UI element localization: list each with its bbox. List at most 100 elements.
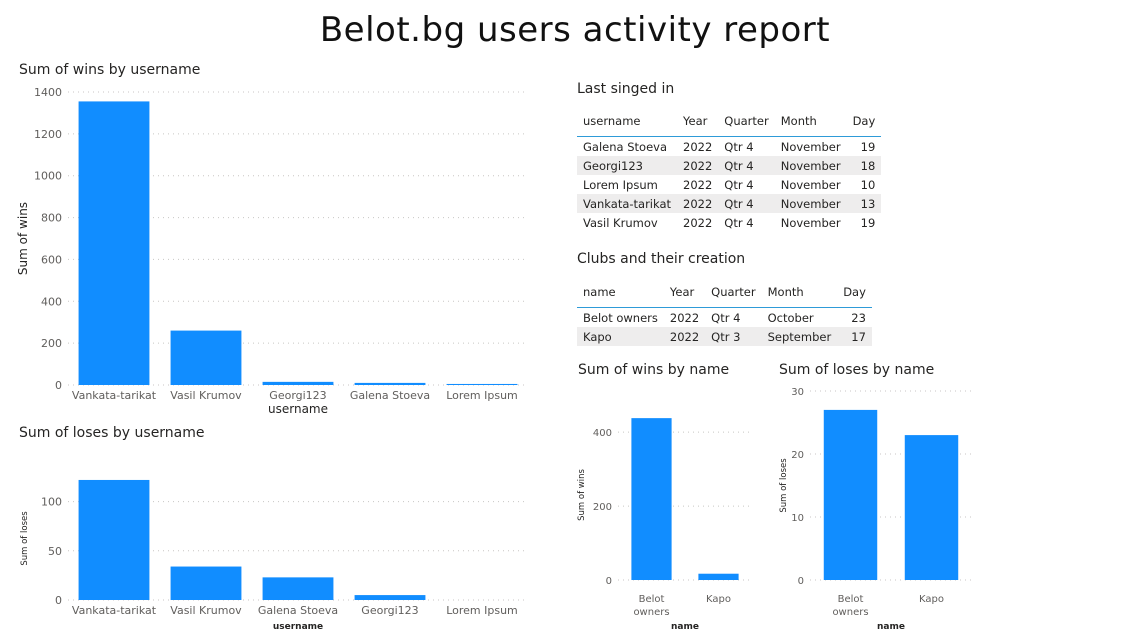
table-cell: Qtr 4 [724, 215, 754, 230]
table-cell: October [767, 310, 814, 325]
table-cell: 2022 [683, 177, 713, 192]
x-axis-title: name [671, 622, 699, 632]
table-row[interactable]: Belot owners 2022 Qtr 4 October 23 [577, 308, 872, 328]
bar-kapo[interactable] [698, 573, 739, 580]
table-cell: November [780, 139, 841, 154]
table-cell: Belot owners [583, 310, 658, 325]
table-cell: Galena Stoeva [583, 139, 667, 154]
bar-vankata-tarikat[interactable] [78, 479, 150, 600]
x-category-label: Galena Stoeva [258, 604, 338, 617]
table-row[interactable]: Galena Stoeva 2022 Qtr 4 November 19 [577, 137, 881, 157]
bar-vasil-krumov[interactable] [170, 330, 242, 385]
y-tick-label: 30 [791, 387, 804, 398]
y-axis-title: Sum of loses [779, 458, 789, 513]
y-tick-label: 0 [55, 379, 62, 392]
column-header-year[interactable]: Year [677, 110, 719, 137]
table-cell: September [761, 327, 838, 346]
table-cell: 2022 [669, 310, 700, 325]
table-cell: Qtr 4 [711, 310, 741, 325]
x-category-label: Georgi123 [269, 389, 326, 402]
table-cell: Qtr 4 [718, 156, 775, 175]
table-cell: Qtr 4 [718, 194, 775, 213]
y-tick-label: 1000 [34, 170, 62, 183]
table-cell: 19 [860, 215, 876, 230]
bar-belot-owners[interactable] [631, 418, 672, 580]
y-tick-label: 400 [41, 295, 62, 308]
loses-by-name-chart[interactable]: 0 10 20 30 Belot owners Kapo name Sum of loses [770, 380, 980, 635]
x-category-label: Vasil Krumov [170, 389, 242, 402]
x-category-label: Kapo [706, 594, 731, 605]
bar-georgi123[interactable] [262, 381, 334, 385]
table-cell: Lorem Ipsum [583, 177, 658, 192]
bar-georgi123[interactable] [354, 595, 426, 600]
y-axis-title: Sum of loses [20, 511, 30, 566]
last-signed-table[interactable]: username Year Quarter Month Day Galena Stoev… [577, 110, 882, 232]
bar-galena-stoeva[interactable] [354, 382, 426, 385]
table-cell: Qtr 3 [705, 327, 762, 346]
y-tick-label: 200 [41, 337, 62, 350]
table-cell: 13 [846, 194, 882, 213]
table-cell: 2022 [683, 215, 713, 230]
bar-galena-stoeva[interactable] [262, 577, 334, 600]
x-category-label: Kapo [919, 594, 944, 605]
column-header-month[interactable]: Month [774, 110, 847, 137]
bar-vasil-krumov[interactable] [170, 566, 242, 600]
x-category-label: Lorem Ipsum [446, 604, 518, 617]
bar-kapo[interactable] [904, 435, 959, 580]
y-axis-title: Sum of wins [16, 202, 30, 275]
y-tick-label: 0 [606, 576, 612, 587]
table-cell: 2022 [663, 327, 706, 346]
column-header-day[interactable]: Day [846, 110, 882, 137]
table-cell: November [774, 194, 847, 213]
table-row[interactable]: Vankata-tarikat 2022 Qtr 4 November 13 [577, 194, 882, 213]
table-cell: Vankata-tarikat [577, 194, 678, 213]
column-header-name[interactable]: name [577, 281, 664, 308]
table-row[interactable]: Vasil Krumov 2022 Qtr 4 November 19 [577, 213, 881, 232]
table-cell: 2022 [683, 139, 713, 154]
wins-by-name-chart[interactable]: 0 200 400 Belot owners Kapo name Sum of wins [570, 385, 770, 635]
loses-by-username-chart[interactable]: 0 50 100 Vankata-tarikat Vasil Krumov Galena … [0, 445, 540, 637]
bar-vankata-tarikat[interactable] [78, 101, 150, 386]
report-title: Belot.bg users activity report [319, 10, 831, 50]
x-category-label: Belot owners [633, 594, 669, 618]
table-row[interactable]: Lorem Ipsum 2022 Qtr 4 November 10 [577, 175, 881, 194]
y-tick-label: 100 [41, 496, 62, 509]
y-axis-title: Sum of wins [577, 469, 587, 521]
table-header-row: username Year Quarter Month Day [577, 110, 882, 137]
x-category-label: Galena Stoeva [350, 389, 430, 402]
column-header-username[interactable]: username [577, 110, 678, 137]
column-header-quarter[interactable]: Quarter [705, 281, 762, 308]
column-header-day[interactable]: Day [837, 281, 872, 308]
table-cell: Kapo [577, 327, 664, 346]
table-cell: 2022 [677, 194, 719, 213]
bar-lorem-ipsum[interactable] [446, 383, 518, 385]
bar-belot-owners[interactable] [823, 409, 878, 580]
last-signed-title: Last singed in [577, 81, 675, 97]
column-header-year[interactable]: Year [663, 281, 706, 308]
clubs-table[interactable]: name Year Quarter Month Day Belot owners 2022… [577, 281, 872, 346]
x-axis-title: username [268, 402, 328, 416]
wins-by-username-chart[interactable]: 0 200 400 600 800 1000 1200 1400 Vankata-tarikat… [0, 80, 540, 425]
loses-by-username-title: Sum of loses by username [19, 425, 205, 441]
y-tick-label: 400 [593, 428, 612, 439]
x-category-label: Lorem Ipsum [446, 389, 518, 402]
y-tick-label: 600 [41, 253, 62, 266]
table-header-row: name Year Quarter Month Day [577, 281, 872, 308]
y-tick-label: 50 [48, 545, 62, 558]
table-cell: November [780, 177, 841, 192]
y-tick-label: 0 [55, 594, 62, 607]
table-cell: Qtr 4 [724, 177, 754, 192]
column-header-quarter[interactable]: Quarter [718, 110, 775, 137]
column-header-month[interactable]: Month [761, 281, 838, 308]
y-tick-label: 200 [593, 502, 612, 513]
wins-by-username-title: Sum of wins by username [19, 62, 201, 78]
x-category-label: Vankata-tarikat [72, 389, 157, 402]
table-row[interactable]: Kapo 2022 Qtr 3 September 17 [577, 327, 872, 346]
loses-by-name-title: Sum of loses by name [779, 362, 935, 378]
table-row[interactable]: Georgi123 2022 Qtr 4 November 18 [577, 156, 882, 175]
table-cell: November [780, 215, 841, 230]
table-cell: 17 [837, 327, 872, 346]
table-cell: 10 [860, 177, 876, 192]
y-tick-label: 1200 [34, 128, 62, 141]
y-tick-label: 800 [41, 212, 62, 225]
